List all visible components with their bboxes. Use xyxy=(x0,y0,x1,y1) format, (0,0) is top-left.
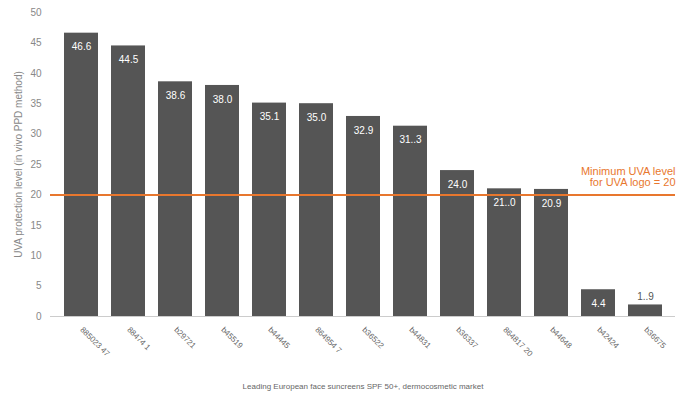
svg-text:b44831: b44831 xyxy=(407,325,433,351)
svg-text:38.0: 38.0 xyxy=(213,94,233,105)
svg-text:44.5: 44.5 xyxy=(119,54,139,65)
svg-text:b36522: b36522 xyxy=(360,325,386,351)
svg-text:864954 7: 864954 7 xyxy=(313,325,343,355)
svg-text:50: 50 xyxy=(30,7,42,18)
svg-text:35: 35 xyxy=(30,98,42,109)
svg-text:b44445: b44445 xyxy=(266,325,292,351)
svg-text:b45519: b45519 xyxy=(219,325,245,351)
svg-text:1..9: 1..9 xyxy=(637,291,654,302)
svg-text:21..0: 21..0 xyxy=(493,197,516,208)
svg-text:35.0: 35.0 xyxy=(307,112,327,123)
svg-text:31..3: 31..3 xyxy=(399,134,422,145)
svg-text:20: 20 xyxy=(30,189,42,200)
svg-text:25: 25 xyxy=(30,159,42,170)
svg-text:15: 15 xyxy=(30,220,42,231)
svg-text:b36337: b36337 xyxy=(454,325,480,351)
svg-text:b42424: b42424 xyxy=(595,325,621,351)
svg-text:45: 45 xyxy=(30,37,42,48)
svg-text:Leading European face suncreen: Leading European face suncreens SPF 50+,… xyxy=(243,382,485,391)
svg-text:5: 5 xyxy=(36,280,42,291)
svg-text:b36675: b36675 xyxy=(642,325,668,351)
svg-text:b29721: b29721 xyxy=(172,325,198,351)
svg-text:35.1: 35.1 xyxy=(260,111,280,122)
svg-text:30: 30 xyxy=(30,128,42,139)
svg-text:24.0: 24.0 xyxy=(448,179,468,190)
svg-text:20.9: 20.9 xyxy=(542,198,562,209)
svg-text:b44648: b44648 xyxy=(548,325,574,351)
svg-text:864817 20: 864817 20 xyxy=(501,325,534,358)
svg-text:40: 40 xyxy=(30,68,42,79)
svg-text:Minimum UVA levelfor UVA logo: Minimum UVA levelfor UVA logo = 20 xyxy=(581,165,676,188)
svg-text:32.9: 32.9 xyxy=(354,125,374,136)
svg-text:UVA protection level (in vivo: UVA protection level (in vivo PPD method… xyxy=(13,71,24,258)
svg-text:4.4: 4.4 xyxy=(592,298,606,309)
svg-text:10: 10 xyxy=(30,250,42,261)
svg-text:46.6: 46.6 xyxy=(72,41,92,52)
svg-text:88474 1: 88474 1 xyxy=(125,325,152,352)
svg-text:38.6: 38.6 xyxy=(166,90,186,101)
svg-text:0: 0 xyxy=(36,311,42,322)
svg-text:885023 47: 885023 47 xyxy=(78,325,111,358)
